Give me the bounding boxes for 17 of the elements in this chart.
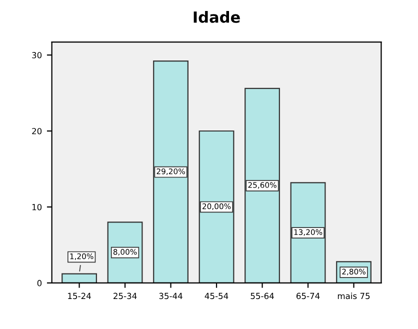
y-tick-label: 30 bbox=[32, 52, 42, 58]
x-tick-label: 25-34 bbox=[114, 292, 137, 300]
bar bbox=[153, 60, 188, 283]
x-tick-label: mais 75 bbox=[338, 292, 370, 300]
y-tick-label: 20 bbox=[32, 128, 42, 134]
chart-title: Idade bbox=[194, 11, 240, 23]
y-tick-label: 10 bbox=[32, 204, 42, 210]
bar bbox=[62, 273, 97, 283]
x-tick-label: 45-54 bbox=[204, 292, 228, 300]
x-tick-label: 15-24 bbox=[68, 292, 91, 300]
x-tick-label: 35-44 bbox=[159, 292, 182, 300]
x-tick-label: 55-64 bbox=[250, 292, 274, 300]
x-tick-label: 65-74 bbox=[296, 292, 320, 300]
bar bbox=[198, 130, 234, 283]
bar bbox=[244, 88, 280, 283]
bar bbox=[290, 182, 326, 283]
y-tick-label: 0 bbox=[37, 280, 42, 286]
